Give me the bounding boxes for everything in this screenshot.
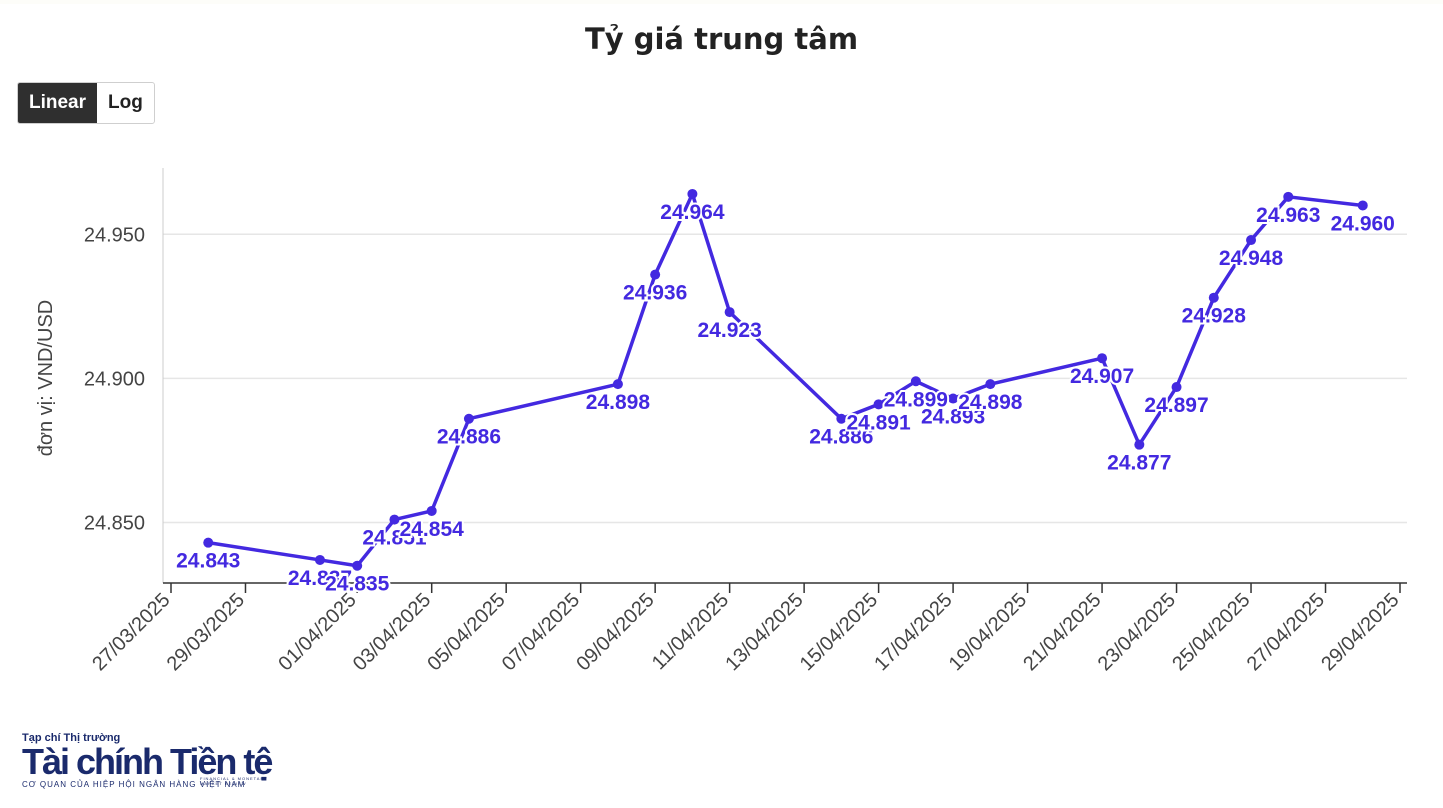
logo-tagline: Tạp chí Thị trường [22,732,121,744]
series-points-group [203,188,1368,571]
data-point [314,554,325,565]
scale-toggle: Linear Log [17,82,155,124]
data-point [985,379,996,390]
data-label: 24.948 [1219,247,1284,270]
data-label: 24.898 [958,391,1023,414]
chart-card [0,4,1443,808]
data-point [1097,353,1108,364]
data-point [687,188,698,199]
data-label: 24.923 [698,319,762,342]
x-tick-label: 07/04/2025 [498,589,584,675]
data-label: 24.907 [1070,365,1134,388]
y-tick-label: 24.900 [84,368,145,390]
logo-subtitle: CƠ QUAN CỦA HIỆP HỘI NGÂN HÀNG VIỆT NAM [22,780,246,789]
x-tick-label: 19/04/2025 [945,589,1031,675]
series-line-group [207,192,1363,568]
data-label: 24.899 [884,388,948,411]
data-point [948,393,959,404]
data-point [426,505,437,516]
data-point [650,269,661,280]
x-tick-label: 29/03/2025 [163,589,249,675]
data-label: 24.928 [1182,305,1247,328]
x-tick-label: 15/04/2025 [796,589,882,675]
x-tick-label: 27/03/2025 [88,589,174,675]
y-tick-label: 24.950 [84,224,145,246]
data-point [1357,200,1368,211]
series-line [207,192,1363,568]
data-point [612,379,623,390]
x-tick-label: 09/04/2025 [572,589,658,675]
x-tick-label: 17/04/2025 [870,589,956,675]
logo-english-name: FINANCIAL & MONETARY MARKET REVIEW [200,776,268,786]
data-point [873,399,884,410]
x-tick-label: 01/04/2025 [274,589,360,675]
data-label: 24.936 [623,282,687,305]
data-label: 24.877 [1107,452,1171,475]
data-label: 24.886 [809,426,873,449]
data-label: 24.960 [1331,212,1395,235]
data-label: 24.898 [586,391,651,414]
log-scale-button[interactable]: Log [108,92,143,113]
linear-scale-button[interactable]: Linear [18,83,98,123]
y-axis-title: đơn vị: VND/USD [35,300,57,456]
chart-title: Tỷ giá trung tâm [584,22,859,56]
data-label: 24.893 [921,406,985,429]
data-point [352,560,363,571]
logo-wordmark: Tài chính Tiền tệ [22,741,273,782]
x-tick-label: 29/04/2025 [1317,589,1403,675]
x-tick-label: 05/04/2025 [423,589,509,675]
data-label: 24.843 [176,550,240,573]
x-tick-label: 25/04/2025 [1168,589,1254,675]
data-label: 24.837 [288,567,352,590]
x-tick-label: 13/04/2025 [721,589,807,675]
x-tick-label: 23/04/2025 [1094,589,1180,675]
data-point [1283,191,1294,202]
data-label: 24.886 [437,426,501,449]
data-label: 24.891 [846,411,911,434]
x-tick-label: 27/04/2025 [1243,589,1329,675]
data-point [463,413,474,424]
y-tick-label: 24.850 [84,512,145,534]
data-point [203,537,214,548]
data-point [836,413,847,424]
data-label: 24.964 [660,201,725,224]
data-point [1171,382,1182,393]
data-labels-group: 24.84324.83724.83524.85124.85424.88624.8… [174,199,1397,598]
data-label: 24.835 [325,573,390,596]
data-point [1246,235,1257,246]
data-point [389,514,400,525]
x-tick-label: 11/04/2025 [648,589,733,674]
data-label: 24.854 [400,518,465,541]
data-point [1208,292,1219,303]
data-label: 24.963 [1256,204,1320,227]
data-label: 24.851 [362,527,427,550]
x-tick-label: 21/04/2025 [1019,589,1105,675]
x-tick-label: 03/04/2025 [349,589,435,675]
data-point [1134,439,1145,450]
data-label: 24.897 [1144,394,1208,417]
grid-lines [163,233,1407,524]
publisher-logo: Tạp chí Thị trường Tài chính Tiền tệ FIN… [22,732,282,802]
data-point [910,376,921,387]
data-point [724,307,735,318]
